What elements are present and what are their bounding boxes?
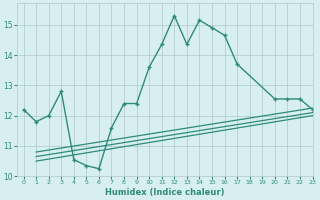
- X-axis label: Humidex (Indice chaleur): Humidex (Indice chaleur): [105, 188, 225, 197]
